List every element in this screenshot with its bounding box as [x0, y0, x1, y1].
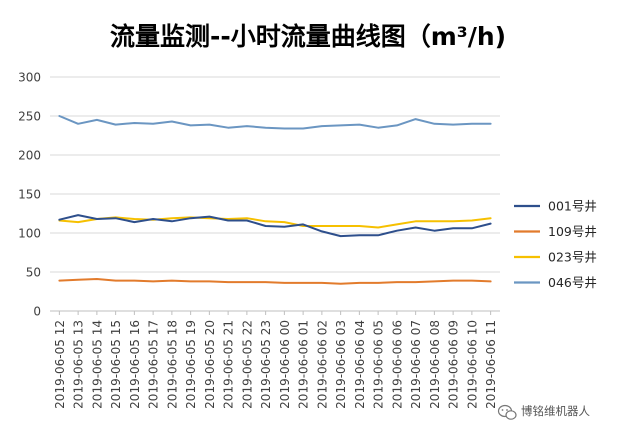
- watermark-text: 博铭维机器人: [521, 404, 590, 418]
- wechat-icon: [497, 404, 517, 420]
- x-tick-label: 2019-06-05 18: [165, 320, 179, 409]
- x-tick-label: 2019-06-05 19: [184, 320, 198, 409]
- legend-label: 046号井: [548, 275, 597, 290]
- x-tick-label: 2019-06-06 07: [409, 320, 423, 409]
- y-tick-label: 200: [18, 149, 41, 163]
- x-tick-label: 2019-06-05 20: [203, 320, 217, 409]
- series-line-3: [58, 115, 492, 130]
- x-tick-label: 2019-06-06 05: [372, 320, 386, 409]
- x-tick-label: 2019-06-05 14: [90, 320, 104, 409]
- x-tick-label: 2019-06-06 01: [297, 320, 311, 409]
- x-axis-ticks: 2019-06-05 12 2019-06-05 13 2019-06-05 14 2…: [53, 311, 498, 409]
- legend-label: 109号井: [548, 224, 597, 239]
- y-tick-label: 150: [18, 188, 41, 202]
- chart-title: 流量监测--小时流量曲线图（m³/h): [110, 22, 506, 51]
- series-line-2: [58, 216, 492, 229]
- legend-label: 001号井: [548, 199, 597, 214]
- x-tick-label: 2019-06-05 12: [53, 320, 67, 409]
- x-tick-label: 2019-06-05 17: [147, 320, 161, 409]
- x-tick-label: 2019-06-06 03: [334, 320, 348, 409]
- x-tick-label: 2019-06-06 04: [353, 320, 367, 409]
- x-tick-label: 2019-06-05 13: [72, 320, 86, 409]
- legend-label: 023号井: [548, 250, 597, 265]
- x-tick-label: 2019-06-05 16: [128, 320, 142, 409]
- x-tick-label: 2019-06-06 06: [390, 320, 404, 409]
- grid-lines: [50, 76, 500, 312]
- x-tick-label: 2019-06-06 02: [315, 320, 329, 409]
- legend: 001号井 109号井 023号井 046号井: [514, 199, 597, 290]
- x-tick-label: 2019-06-06 10: [465, 320, 479, 409]
- x-tick-label: 2019-06-06 09: [447, 320, 461, 409]
- y-axis-ticks: 0 50 100 150 200 250 300: [18, 71, 41, 319]
- x-tick-label: 2019-06-06 00: [278, 320, 292, 409]
- x-tick-label: 2019-06-05 23: [259, 320, 273, 409]
- x-tick-label: 2019-06-06 08: [428, 320, 442, 409]
- y-tick-label: 300: [18, 71, 41, 85]
- series-line-1: [58, 278, 492, 285]
- x-tick-label: 2019-06-05 15: [109, 320, 123, 409]
- y-tick-label: 0: [33, 305, 41, 319]
- x-tick-label: 2019-06-06 11: [484, 320, 498, 409]
- series-lines: [58, 115, 492, 285]
- y-tick-label: 50: [26, 266, 41, 280]
- x-tick-label: 2019-06-05 22: [240, 320, 254, 409]
- watermark: 博铭维机器人: [497, 404, 590, 420]
- x-tick-label: 2019-06-05 21: [222, 320, 236, 409]
- series-line-0: [58, 214, 492, 238]
- y-tick-label: 100: [18, 227, 41, 241]
- y-tick-label: 250: [18, 110, 41, 124]
